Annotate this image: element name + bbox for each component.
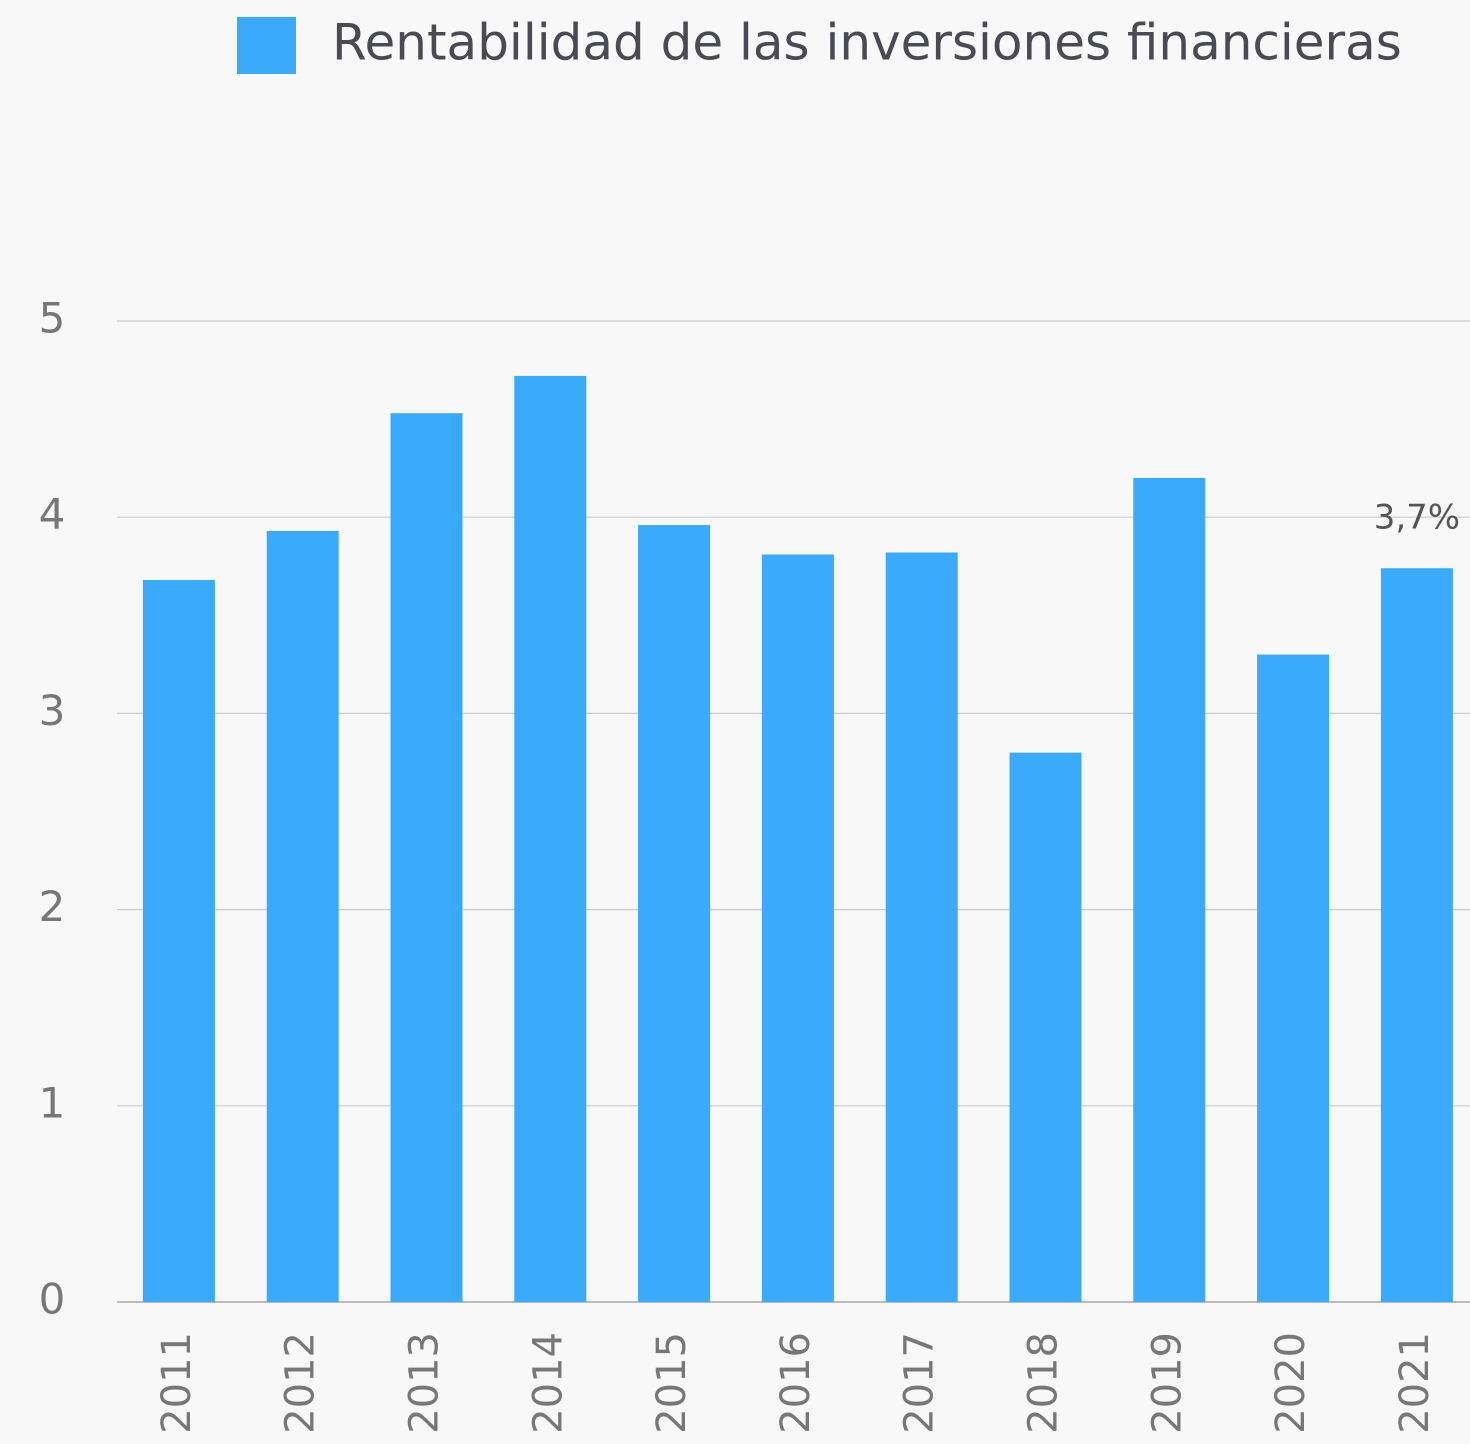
x-tick-label: 2011 (154, 1332, 200, 1434)
x-tick-label: 2017 (897, 1332, 943, 1434)
x-tick-label: 2014 (525, 1332, 571, 1434)
y-tick-label: 0 (39, 1275, 66, 1324)
x-tick-label: 2015 (649, 1332, 695, 1434)
x-tick-label: 2016 (773, 1332, 819, 1434)
legend-label: Rentabilidad de las inversiones financie… (332, 14, 1402, 72)
y-tick-label: 3 (39, 686, 66, 735)
bar (1009, 752, 1082, 1302)
x-tick-label: 2018 (1021, 1332, 1067, 1434)
bar (1133, 477, 1206, 1303)
bar (514, 375, 587, 1302)
data-label: 3,7% (1374, 498, 1460, 538)
y-tick-label: 5 (39, 294, 66, 343)
y-tick-label: 1 (39, 1078, 66, 1127)
x-tick-label: 2012 (278, 1332, 324, 1434)
bar (761, 554, 834, 1302)
bar (266, 530, 339, 1302)
x-tick-label: 2019 (1144, 1332, 1190, 1434)
bar (390, 413, 463, 1302)
legend-swatch (237, 17, 296, 74)
bar (1257, 654, 1330, 1302)
x-tick-label: 2013 (402, 1332, 448, 1434)
y-tick-label: 2 (39, 882, 66, 931)
y-tick-label: 4 (39, 490, 66, 539)
bar (638, 525, 711, 1302)
x-tick-label: 2020 (1268, 1332, 1314, 1434)
bar (885, 552, 958, 1302)
x-tick-label: 2021 (1392, 1332, 1438, 1434)
bar (142, 579, 215, 1302)
bar (1380, 568, 1453, 1302)
